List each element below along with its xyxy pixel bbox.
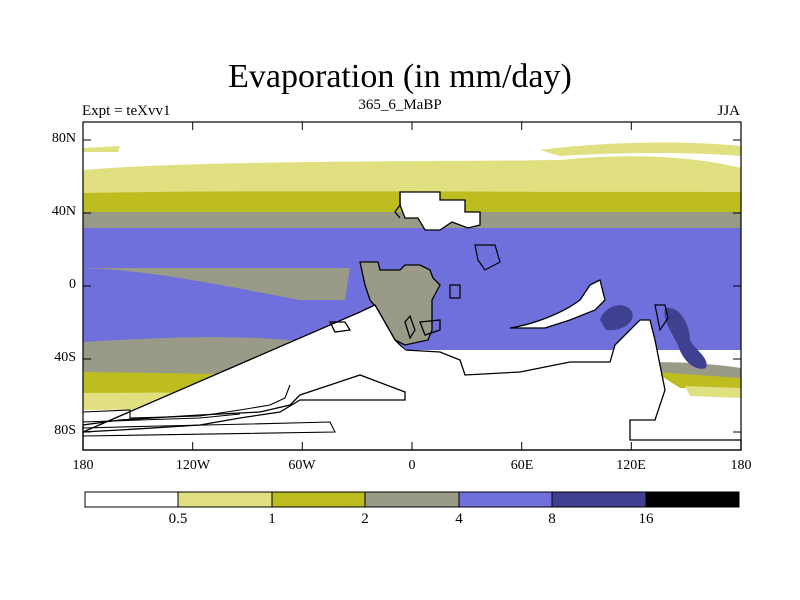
colorbar-label-0-5: 0.5 (168, 511, 188, 527)
lon-label-60e: 60E (510, 458, 534, 473)
lat-label-80n: 80N (51, 131, 76, 146)
band-grey-north (83, 212, 741, 232)
lon-label-180w: 180 (72, 458, 94, 473)
period-label: 365_6_MaBP (358, 97, 442, 113)
landmass-north (399, 191, 481, 231)
colorbar-swatch-4 (459, 492, 552, 507)
colorbar-swatch-3 (365, 492, 459, 507)
coast-line-asia-islands (449, 244, 501, 299)
band-yellow-north-top (83, 142, 741, 156)
lat-ticks (83, 139, 741, 433)
lon-label-180e: 180 (730, 458, 752, 473)
colorbar-label-8: 8 (548, 511, 556, 527)
colorbar-swatch-5 (552, 492, 646, 507)
colorbar-swatch-6 (646, 492, 739, 507)
colorbar-label-2: 2 (361, 511, 369, 527)
lon-label-0: 0 (408, 458, 416, 473)
colorbar-swatch-2 (272, 492, 365, 507)
band-dark-blue-indonesia (600, 305, 707, 369)
colorbar (84, 491, 740, 508)
colorbar-label-16: 16 (638, 511, 654, 527)
lon-label-120w: 120W (175, 458, 211, 473)
lat-label-80s: 80S (54, 423, 76, 438)
colorbar-label-4: 4 (455, 511, 463, 527)
band-grey-equator (83, 268, 350, 300)
lat-label-eq: 0 (69, 277, 76, 292)
coast-line-indonesia (654, 304, 669, 332)
experiment-label: Expt = teXvv1 (82, 103, 171, 119)
colorbar-swatch-0 (85, 492, 178, 507)
coast-line-europe (328, 192, 441, 340)
lon-label-120e: 120E (616, 458, 646, 473)
lon-label-60w: 60W (288, 458, 316, 473)
colorbar-frame (84, 491, 740, 508)
lon-ticks (82, 122, 742, 450)
lat-label-40n: 40N (51, 204, 76, 219)
colorbar-label-1: 1 (268, 511, 276, 527)
landmass-southwest-blocks (82, 384, 336, 437)
map-title: Evaporation (in mm/day) (228, 58, 572, 95)
landmass-asia-south (509, 279, 606, 329)
landmass-antarctica-fill (340, 330, 420, 380)
lat-label-40s: 40S (54, 350, 76, 365)
season-label: JJA (717, 103, 740, 119)
colorbar-swatch-1 (178, 492, 272, 507)
